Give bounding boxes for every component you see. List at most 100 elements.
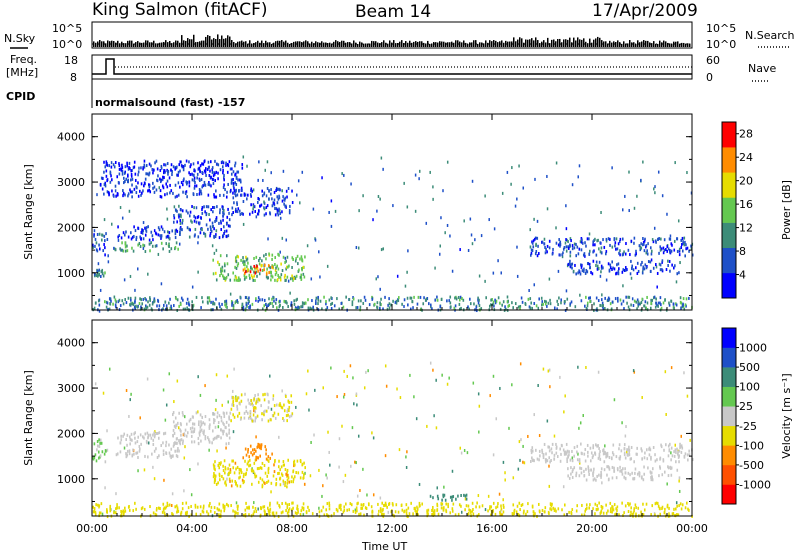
- echo-patch-9: [529, 236, 694, 258]
- echo-patch-8: [567, 465, 681, 482]
- freq-strip: Freq. [MHz] 18 8 60 0 Nave CPID normalso…: [6, 53, 776, 109]
- colorbar-tick-label: 1000: [739, 342, 767, 355]
- noise-tick-high-right: 10^5: [706, 22, 736, 35]
- x-axis-label: Time UT: [361, 540, 407, 553]
- colorbar-segment: [722, 197, 736, 223]
- colorbar-segment: [722, 172, 736, 198]
- colorbar-tick-label: -1000: [739, 478, 771, 491]
- x-tick-label: 16:00: [476, 522, 508, 535]
- echo-patch-0: [92, 232, 109, 257]
- power-panel: 1000 2000 3000 4000 Slant Range [km] 4 8 12 16 20…: [22, 113, 793, 313]
- echo-patch-1: [115, 447, 180, 460]
- nave-label: Nave: [748, 62, 776, 75]
- freq-tick-low: 8: [70, 71, 77, 84]
- echo-patch-7: [93, 268, 106, 279]
- nsearch-label: N.Search: [745, 29, 795, 42]
- echo-patch-2: [117, 225, 182, 242]
- station-title: King Salmon (fitACF): [92, 0, 268, 20]
- colorbar-segment: [722, 272, 736, 299]
- noise-tick-high: 10^5: [52, 22, 82, 35]
- y-tick-label: 4000: [57, 337, 85, 350]
- colorbar-tick-label: 20: [739, 175, 753, 188]
- noise-series: [92, 34, 692, 47]
- nsky-label: N.Sky: [4, 32, 36, 45]
- echo-patch-4: [229, 186, 294, 217]
- colorbar-tick-label: 16: [739, 198, 753, 211]
- colorbar-segment: [722, 367, 736, 387]
- colorbar-label: Velocity [m s⁻¹]: [780, 373, 793, 458]
- colorbar-tick-label: 28: [739, 128, 753, 141]
- power-colorbar: 4 8 12 16 20 24 28 Power [dB]: [721, 121, 793, 299]
- noise-strip: 10^5 10^0 10^5 10^0 N.Sky N.Search: [4, 21, 795, 51]
- colorbar-tick-label: 25: [739, 400, 753, 413]
- colorbar-segment: [722, 406, 736, 427]
- y-tick-label: 1000: [57, 473, 85, 486]
- y-tick-label: 1000: [57, 267, 85, 280]
- y-tick-label: 2000: [57, 427, 85, 440]
- x-tick-label: 20:00: [576, 522, 608, 535]
- y-tick-label: 4000: [57, 131, 85, 144]
- colorbar-segment: [722, 386, 736, 407]
- echo-patch-3: [172, 204, 231, 240]
- colorbar-tick-label: 500: [739, 361, 760, 374]
- colorbar-segment: [722, 445, 736, 466]
- colorbar-tick-label: 4: [739, 269, 746, 282]
- colorbar-segment: [722, 328, 736, 348]
- colorbar-tick-label: 100: [739, 381, 760, 394]
- echo-patch-10: [92, 501, 693, 519]
- cpid-label: CPID: [6, 90, 35, 103]
- velocity-panel: 1000 2000 3000 4000 00:00 04:00 08:00 12:00 16:0…: [22, 319, 793, 535]
- colorbar-tick-label: -100: [739, 439, 764, 452]
- noise-tick-low: 10^0: [52, 38, 82, 51]
- y-tick-label: 3000: [57, 382, 85, 395]
- date-title: 17/Apr/2009: [592, 1, 698, 21]
- nave-tick-high: 60: [706, 54, 720, 67]
- echo-patch-4: [230, 392, 294, 423]
- colorbar-tick-label: 8: [739, 245, 746, 258]
- nave-tick-low: 0: [706, 71, 713, 84]
- colorbar-segment: [722, 147, 736, 173]
- y-tick-label: 2000: [57, 221, 85, 234]
- echo-patch-6: [242, 442, 273, 462]
- velocity-colorbar: 1000 500 100 25 -25 -100 -500 -1000 Velocity [m …: [721, 327, 793, 505]
- echo-patch-0: [92, 438, 109, 464]
- x-tick-label: 08:00: [276, 522, 308, 535]
- colorbar-tick-label: -500: [739, 459, 764, 472]
- echo-patch-1: [113, 241, 179, 254]
- colorbar-segment: [722, 222, 736, 249]
- echo-patch-9: [429, 493, 468, 502]
- freq-label: Freq.: [10, 53, 37, 66]
- echo-patch-3: [172, 411, 232, 446]
- x-tick-label: 12:00: [376, 522, 408, 535]
- colorbar-segment: [722, 464, 736, 485]
- x-tick-label: 04:00: [176, 522, 208, 535]
- echo-patch-8: [99, 159, 244, 199]
- colorbar-segment: [722, 347, 736, 368]
- beam-title: Beam 14: [355, 2, 431, 22]
- y-tick-label: 3000: [57, 176, 85, 189]
- echo-patch-2: [117, 431, 182, 448]
- echo-patch-5: [212, 252, 306, 283]
- colorbar-label: Power [dB]: [780, 180, 793, 240]
- cpid-value: normalsound (fast) -157: [95, 96, 245, 109]
- echo-patch-7: [530, 442, 694, 464]
- echo-patch-10: [567, 259, 681, 276]
- colorbar-segment: [722, 247, 736, 274]
- echo-patch-6: [242, 263, 273, 278]
- x-tick-label: 00:00: [76, 522, 108, 535]
- noise-tick-low-right: 10^0: [706, 38, 736, 51]
- colorbar-tick-label: 12: [739, 222, 753, 235]
- y-axis-label: Slant Range [km]: [22, 164, 35, 260]
- freq-tick-high: 18: [64, 54, 78, 67]
- x-tick-label: 00:00: [676, 522, 708, 535]
- colorbar-segment: [722, 122, 736, 148]
- echo-patch-11: [92, 295, 693, 313]
- y-axis-label: Slant Range [km]: [22, 370, 35, 466]
- colorbar-segment: [722, 425, 736, 446]
- colorbar-tick-label: 24: [739, 151, 753, 164]
- colorbar-tick-label: -25: [739, 420, 757, 433]
- echo-patch-5: [212, 458, 307, 489]
- colorbar-segment: [722, 484, 736, 505]
- freq-line: [92, 58, 692, 75]
